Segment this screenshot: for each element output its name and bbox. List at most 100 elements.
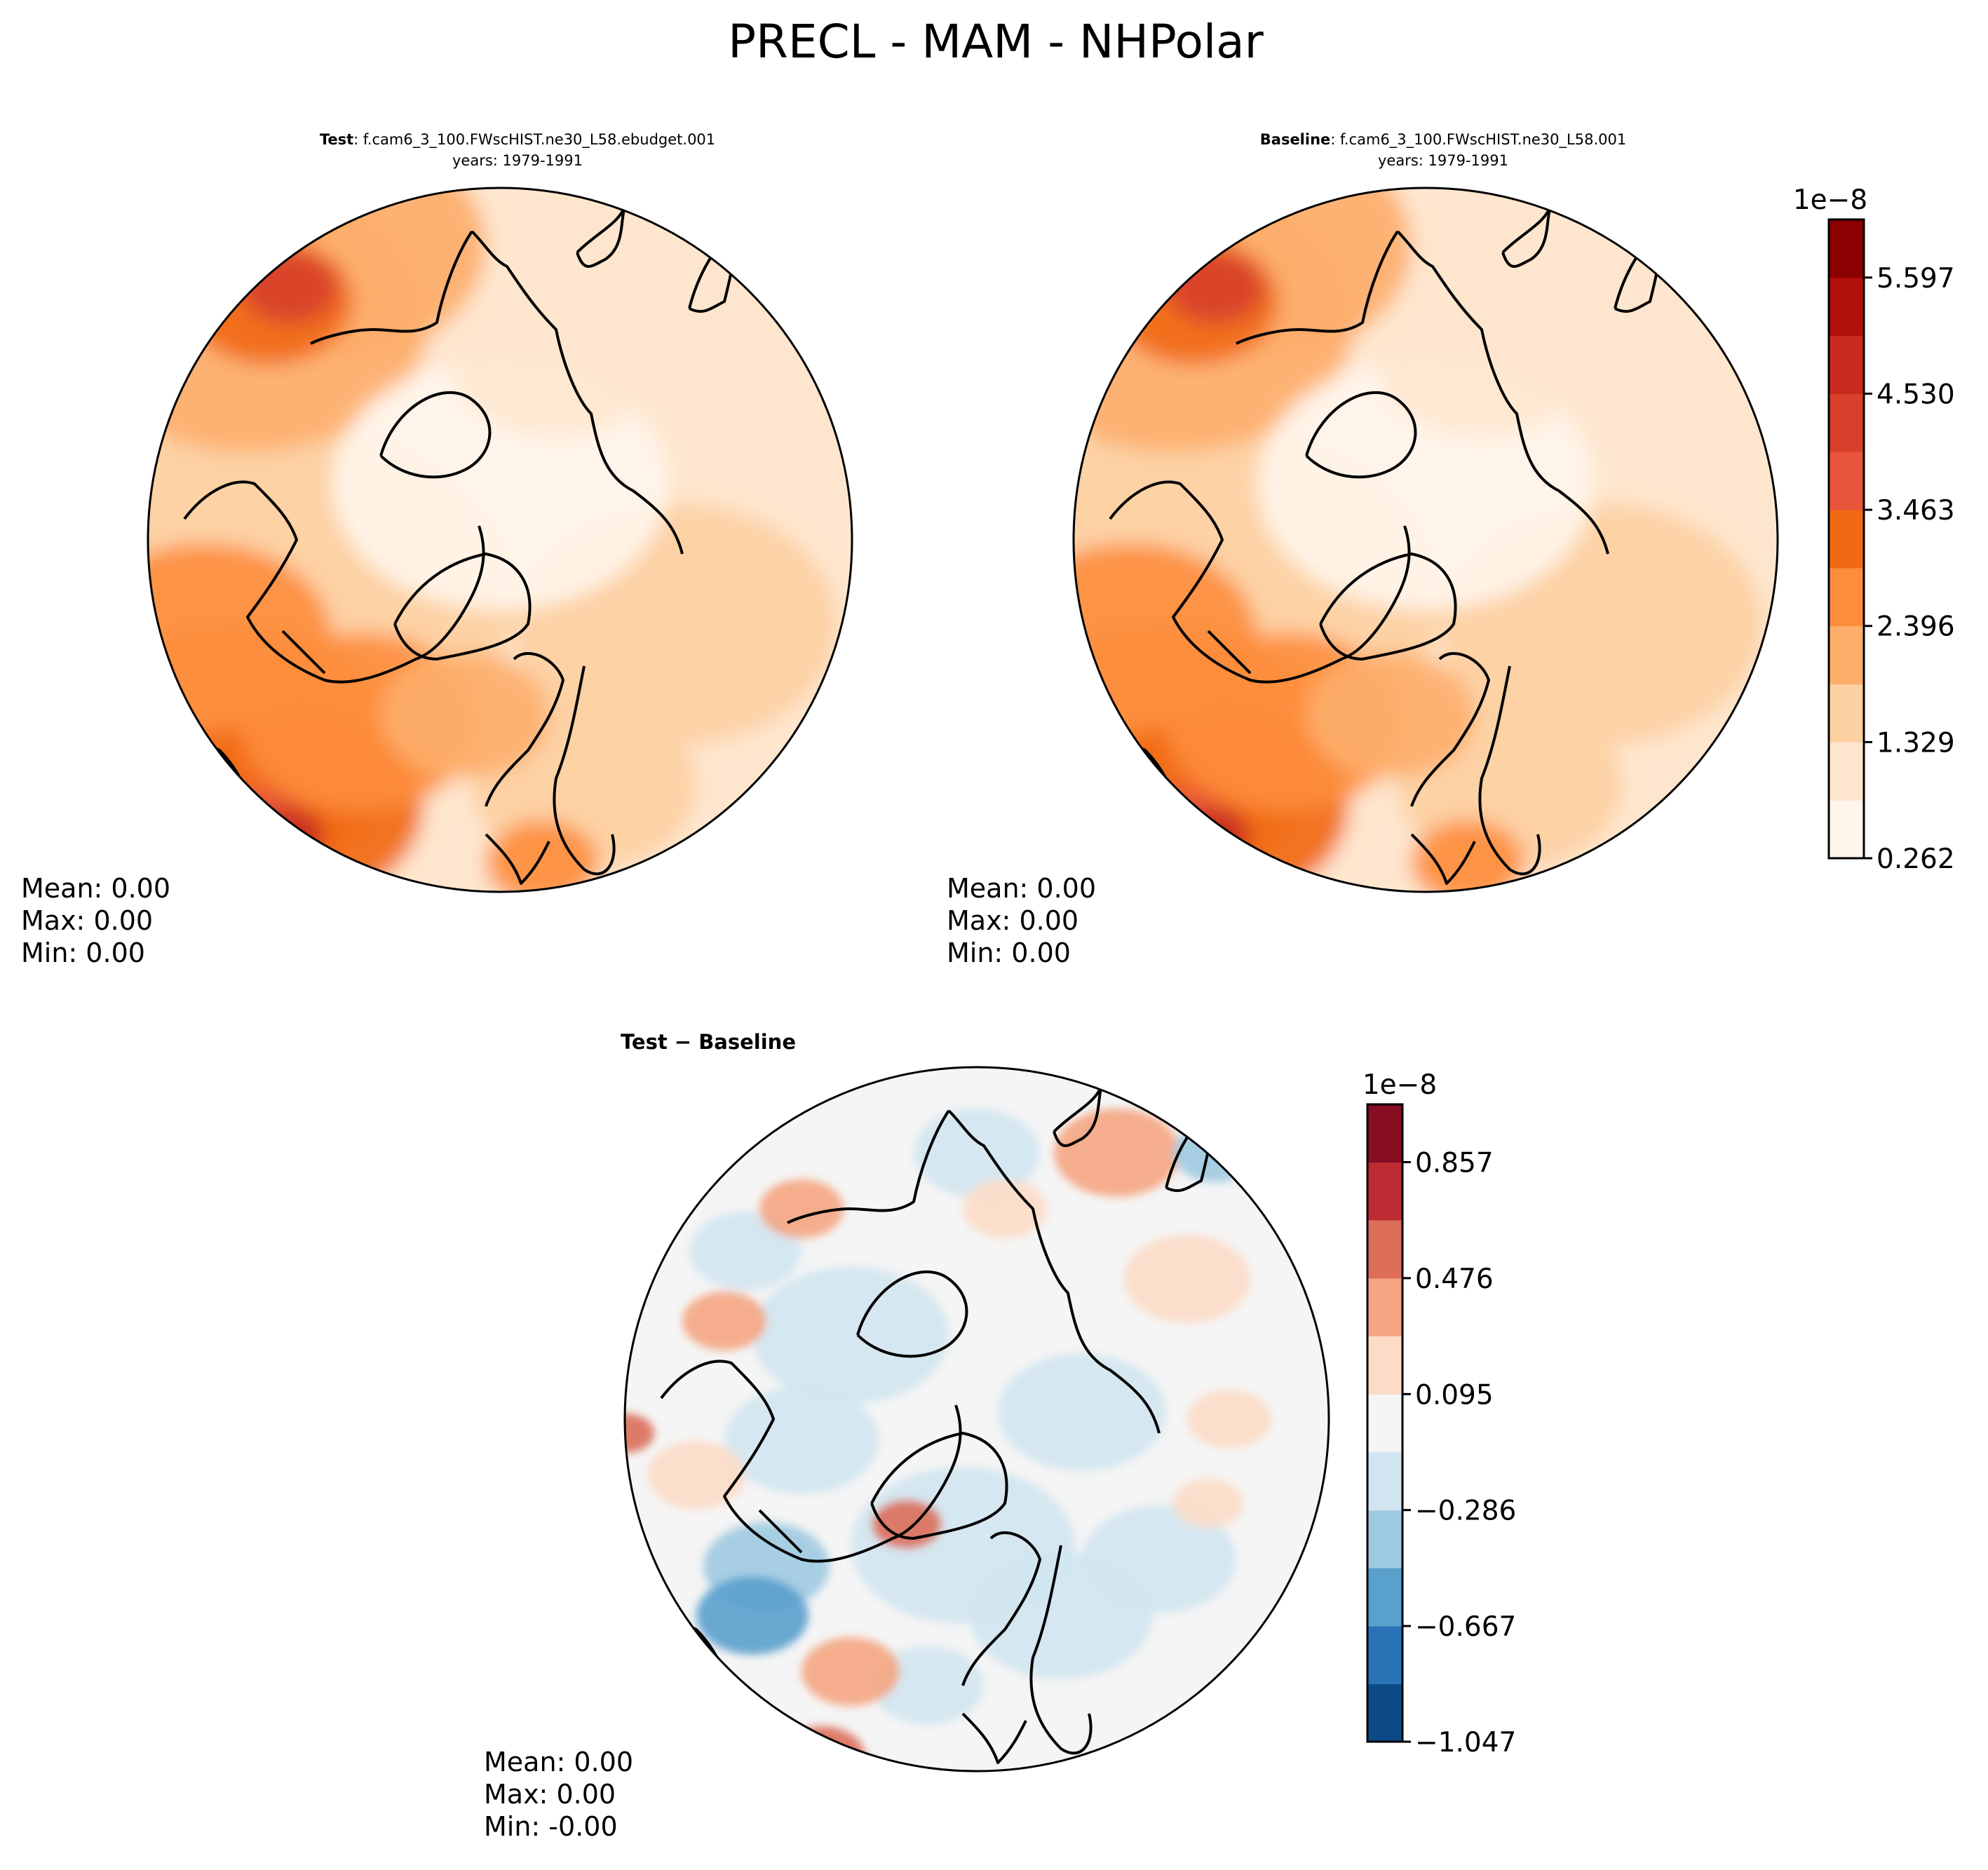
test-field <box>148 188 852 892</box>
seq-colorbar-band-8 <box>1829 335 1864 394</box>
test-field-blob-14 <box>486 820 598 892</box>
div-colorbar: −1.047 −0.667 −0.286 0.095 0.476 0.857 <box>1366 1103 1516 1759</box>
diff-field-blob-24 <box>1173 1479 1243 1528</box>
test-max: Max: 0.00 <box>21 905 153 936</box>
diff-field-blob-8 <box>1054 1109 1180 1197</box>
div-colorbar-band-10 <box>1367 1104 1402 1163</box>
diff-field-blob-13 <box>1173 1123 1257 1182</box>
div-colorbar-tick-label-1: −0.667 <box>1415 1611 1516 1643</box>
div-colorbar-band-5 <box>1367 1394 1402 1453</box>
diff-field-blob-6 <box>689 1212 802 1290</box>
test-field-blob-16 <box>381 652 549 778</box>
baseline-mean: Mean: 0.00 <box>947 873 1096 904</box>
diff-field-blob-7 <box>759 1179 844 1238</box>
diff-field-blob-14 <box>914 1109 1040 1197</box>
diff-max: Max: 0.00 <box>484 1779 616 1810</box>
test-case: : f.cam6_3_100.FWscHIST.ne30_L58.ebudget… <box>353 131 715 149</box>
div-colorbar-tick-label-5: 0.857 <box>1415 1147 1494 1179</box>
diff-field-blob-1 <box>724 1386 879 1494</box>
panel-baseline: Baseline: f.cam6_3_100.FWscHIST.ne30_L58… <box>947 131 1955 968</box>
diff-field-blob-15 <box>647 1441 745 1510</box>
div-colorbar-tick-label-2: −0.286 <box>1415 1496 1516 1527</box>
seq-colorbar-band-1 <box>1829 742 1864 801</box>
seq-colorbar-band-5 <box>1829 510 1864 569</box>
test-years: years: 1979-1991 <box>452 152 583 169</box>
diff-field-blob-9 <box>1124 1235 1250 1323</box>
diff-map-boundary <box>623 1066 1330 1773</box>
diff-title: Test − Baseline <box>621 1030 796 1054</box>
baseline-field <box>1074 188 1778 892</box>
diff-field-blob-0 <box>752 1266 949 1404</box>
panel-diff: Test − Baseline Mean: 0.00 Max: 0.00 Min… <box>484 1030 1516 1842</box>
diff-field-blob-18 <box>830 1757 886 1771</box>
seq-colorbar-tick-label-4: 4.530 <box>1877 379 1955 410</box>
baseline-field-blob-11 <box>1180 808 1250 861</box>
div-colorbar-tick-label-0: −1.047 <box>1415 1727 1516 1759</box>
figure-title: PRECL - MAM - NHPolar <box>728 15 1264 69</box>
diff-map <box>625 1067 1329 1771</box>
baseline-field-blob-16 <box>1306 652 1475 778</box>
seq-colorbar-tick-label-0: 0.262 <box>1877 843 1955 875</box>
div-colorbar-band-1 <box>1367 1626 1402 1685</box>
panel-test: Test: f.cam6_3_100.FWscHIST.ne30_L58.ebu… <box>21 131 853 968</box>
baseline-min: Min: 0.00 <box>947 937 1071 968</box>
seq-colorbar-band-4 <box>1829 567 1864 627</box>
test-field-blob-18 <box>451 278 661 437</box>
seq-colorbar-band-6 <box>1829 452 1864 510</box>
diff-field-blob-21 <box>1187 1390 1271 1449</box>
diff-field-blob-19 <box>682 1292 766 1350</box>
test-subtitle: Test: f.cam6_3_100.FWscHIST.ne30_L58.ebu… <box>320 131 715 149</box>
baseline-field-blob-10 <box>1110 787 1236 882</box>
seq-colorbar-band-0 <box>1829 800 1864 859</box>
test-map <box>148 188 852 892</box>
div-colorbar-tick-label-4: 0.476 <box>1415 1263 1494 1295</box>
div-colorbar-band-2 <box>1367 1568 1402 1627</box>
diff-field-blob-16 <box>802 1637 900 1706</box>
div-colorbar-multiplier: 1e−8 <box>1362 1069 1437 1101</box>
seq-colorbar-tick-label-1: 1.329 <box>1877 727 1955 759</box>
diff-field-blob-10 <box>872 1646 984 1725</box>
seq-colorbar-tick-label-2: 2.396 <box>1877 611 1955 643</box>
div-colorbar-band-6 <box>1367 1336 1402 1395</box>
baseline-map-boundary <box>1072 187 1779 893</box>
diff-field-blob-23 <box>625 1414 654 1453</box>
div-colorbar-frame <box>1366 1103 1404 1743</box>
baseline-field-blob-18 <box>1377 278 1587 437</box>
seq-colorbar-multiplier: 1e−8 <box>1793 184 1867 216</box>
test-field-blob-10 <box>184 787 311 882</box>
seq-colorbar-tick-label-5: 5.597 <box>1877 263 1955 294</box>
seq-colorbar-band-7 <box>1829 393 1864 452</box>
baseline-years: years: 1979-1991 <box>1378 152 1508 169</box>
diff-field-blob-12 <box>696 1576 809 1655</box>
baseline-label: Baseline <box>1260 131 1331 148</box>
diff-min: Min: -0.00 <box>484 1811 618 1842</box>
test-label: Test <box>320 131 353 148</box>
div-colorbar-band-8 <box>1367 1219 1402 1279</box>
diff-field-blob-3 <box>998 1353 1166 1471</box>
test-min: Min: 0.00 <box>21 937 145 968</box>
seq-colorbar-frame <box>1827 218 1865 860</box>
div-colorbar-band-4 <box>1367 1451 1402 1511</box>
baseline-field-blob-14 <box>1412 820 1524 892</box>
seq-colorbar: 0.262 1.329 2.396 3.463 4.530 5.597 <box>1827 218 1955 875</box>
div-colorbar-band-9 <box>1367 1162 1402 1221</box>
div-colorbar-band-7 <box>1367 1278 1402 1336</box>
div-colorbar-band-0 <box>1367 1683 1402 1742</box>
test-mean: Mean: 0.00 <box>21 873 170 904</box>
diff-field-blob-11 <box>1082 1505 1236 1613</box>
seq-colorbar-band-10 <box>1829 219 1864 278</box>
baseline-subtitle: Baseline: f.cam6_3_100.FWscHIST.ne30_L58… <box>1260 131 1626 149</box>
div-colorbar-tick-label-3: 0.095 <box>1415 1379 1494 1411</box>
div-colorbar-band-3 <box>1367 1510 1402 1569</box>
test-field-blob-11 <box>255 808 325 861</box>
baseline-max: Max: 0.00 <box>947 905 1078 936</box>
seq-colorbar-band-3 <box>1829 625 1864 685</box>
baseline-map <box>1074 188 1778 892</box>
diff-field-blob-20 <box>963 1179 1047 1238</box>
test-map-boundary <box>147 187 853 893</box>
diff-mean: Mean: 0.00 <box>484 1747 633 1777</box>
baseline-case: : f.cam6_3_100.FWscHIST.ne30_L58.001 <box>1330 131 1626 149</box>
seq-colorbar-band-2 <box>1829 684 1864 743</box>
seq-colorbar-band-9 <box>1829 277 1864 337</box>
